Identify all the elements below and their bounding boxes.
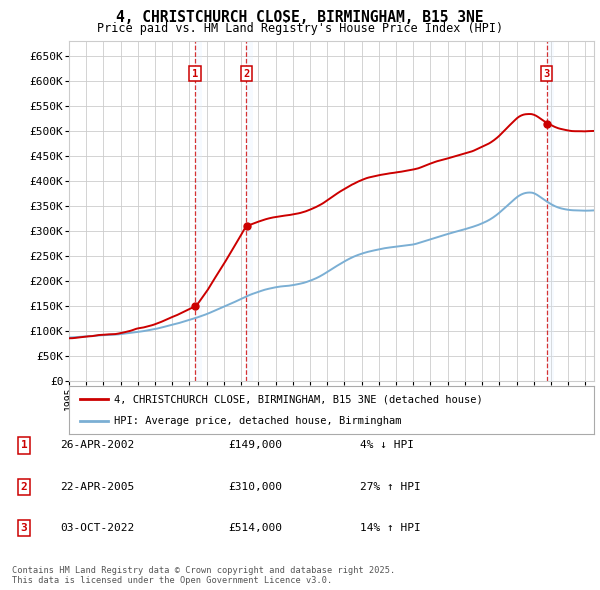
Bar <box>247 41 253 381</box>
Text: 26-APR-2002: 26-APR-2002 <box>60 441 134 450</box>
Text: 14% ↑ HPI: 14% ↑ HPI <box>360 523 421 533</box>
Text: £149,000: £149,000 <box>228 441 282 450</box>
Text: 27% ↑ HPI: 27% ↑ HPI <box>360 482 421 491</box>
Text: Contains HM Land Registry data © Crown copyright and database right 2025.
This d: Contains HM Land Registry data © Crown c… <box>12 566 395 585</box>
Text: £514,000: £514,000 <box>228 523 282 533</box>
Text: 1: 1 <box>20 441 28 450</box>
Text: 4, CHRISTCHURCH CLOSE, BIRMINGHAM, B15 3NE: 4, CHRISTCHURCH CLOSE, BIRMINGHAM, B15 3… <box>116 10 484 25</box>
Text: HPI: Average price, detached house, Birmingham: HPI: Average price, detached house, Birm… <box>113 416 401 426</box>
Text: 4, CHRISTCHURCH CLOSE, BIRMINGHAM, B15 3NE (detached house): 4, CHRISTCHURCH CLOSE, BIRMINGHAM, B15 3… <box>113 394 482 404</box>
Text: 2: 2 <box>20 482 28 491</box>
Text: £310,000: £310,000 <box>228 482 282 491</box>
Bar <box>547 41 554 381</box>
Bar <box>195 41 202 381</box>
Text: 4% ↓ HPI: 4% ↓ HPI <box>360 441 414 450</box>
Text: Price paid vs. HM Land Registry's House Price Index (HPI): Price paid vs. HM Land Registry's House … <box>97 22 503 35</box>
Text: 22-APR-2005: 22-APR-2005 <box>60 482 134 491</box>
Text: 3: 3 <box>544 68 550 78</box>
Text: 3: 3 <box>20 523 28 533</box>
Text: 2: 2 <box>244 68 250 78</box>
Text: 03-OCT-2022: 03-OCT-2022 <box>60 523 134 533</box>
Text: 1: 1 <box>192 68 198 78</box>
